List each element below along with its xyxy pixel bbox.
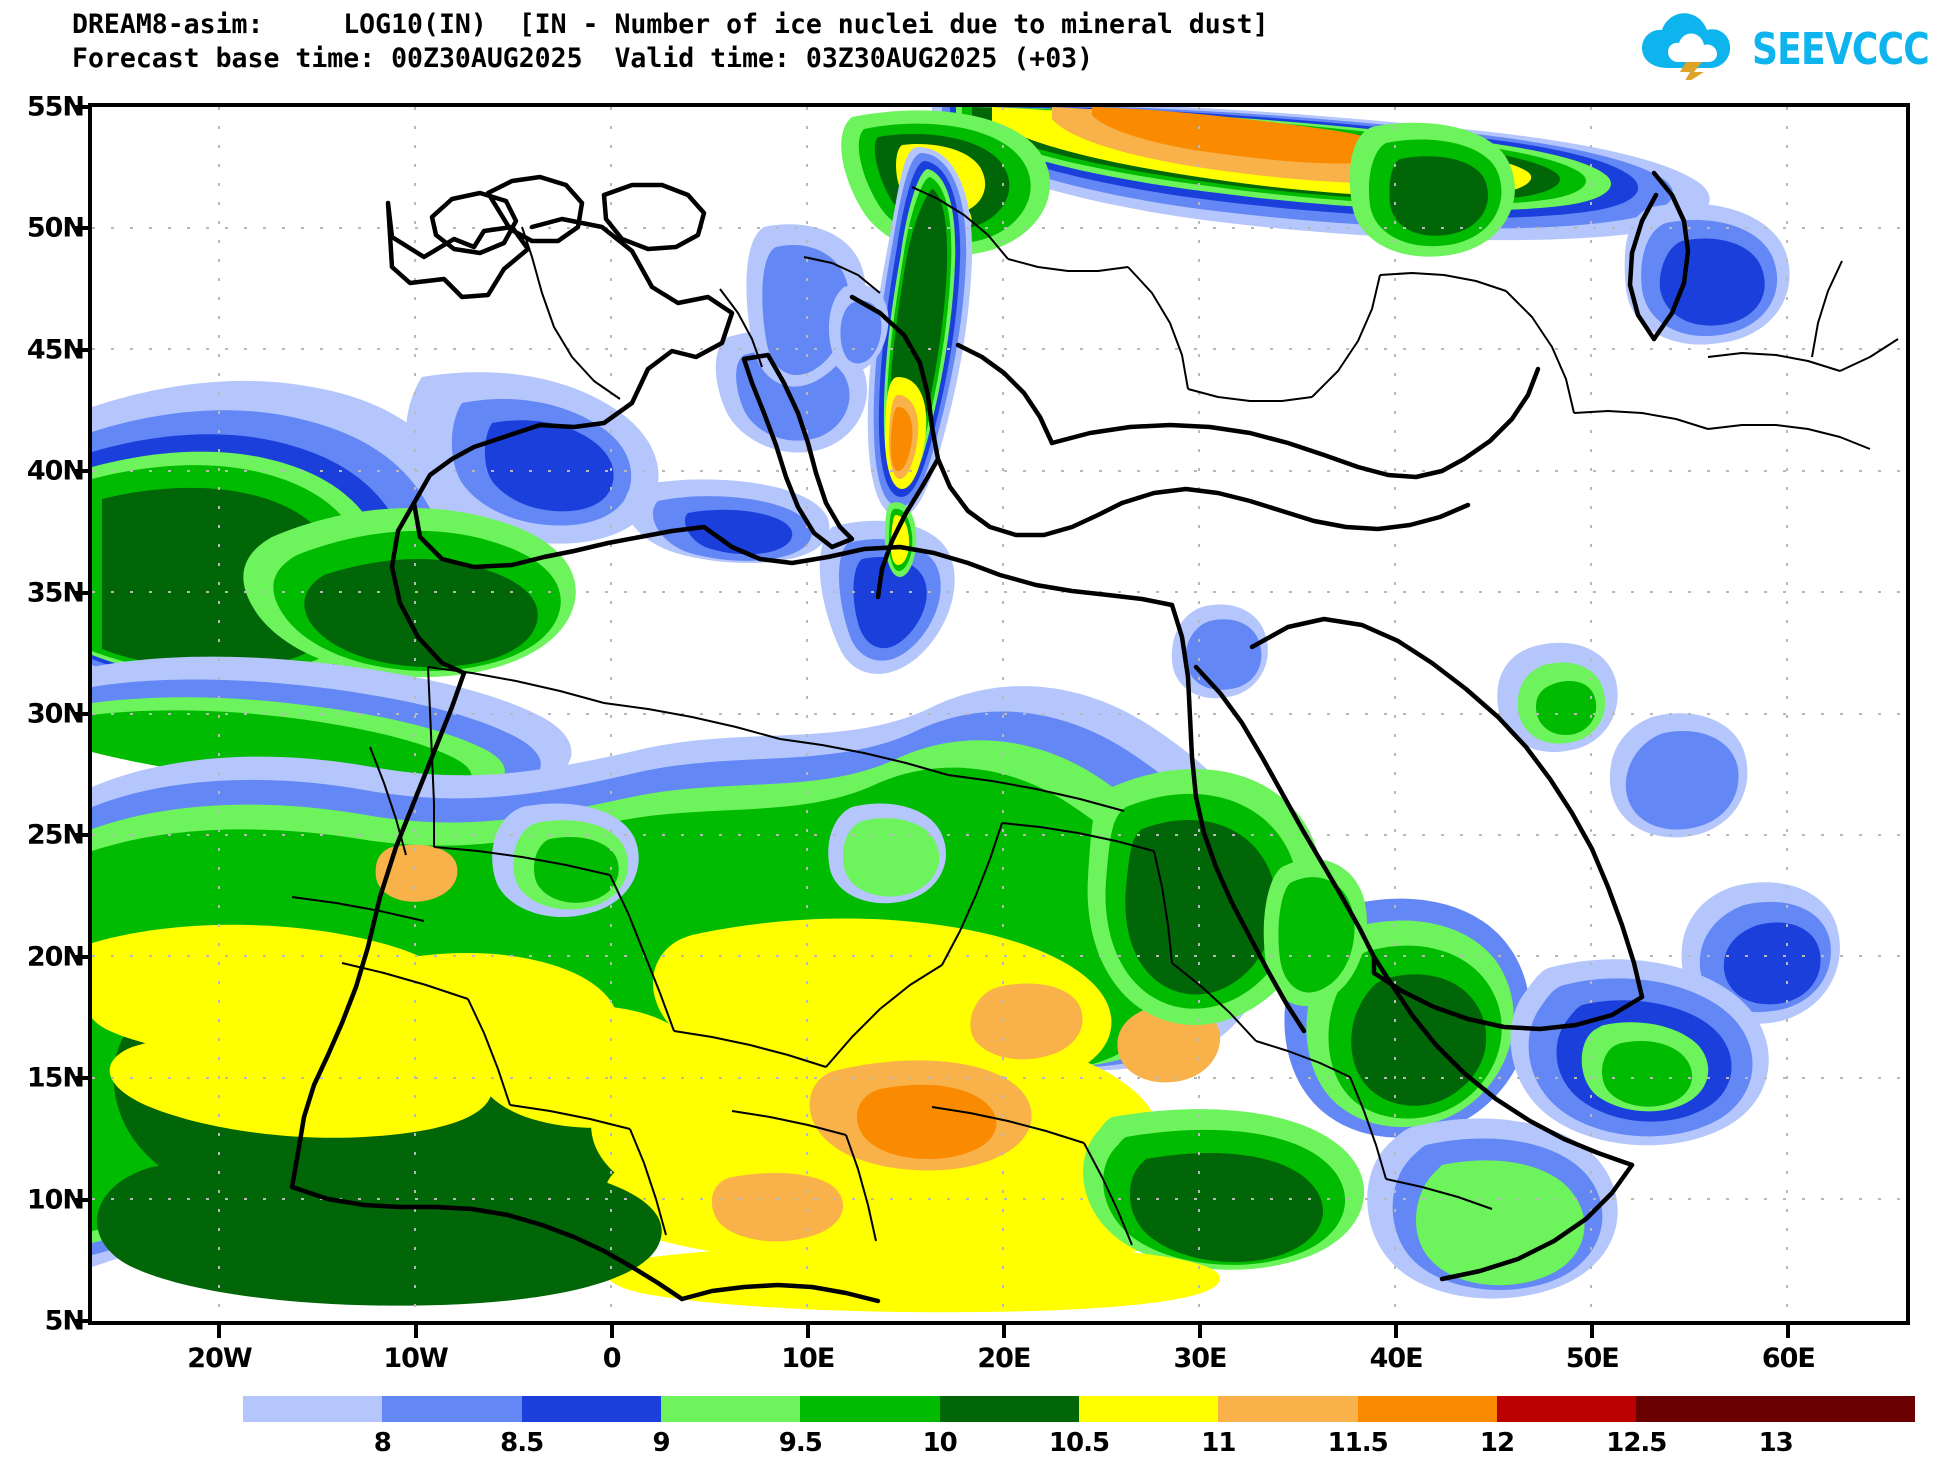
y-axis-label: 15N	[26, 1062, 85, 1094]
x-axis-tick	[1590, 1323, 1595, 1338]
colorbar-tick-label: 8.5	[500, 1428, 544, 1458]
x-axis-label: 50E	[1565, 1343, 1620, 1374]
y-axis-tick	[74, 1197, 90, 1202]
colorbar-tick-label: 10	[922, 1428, 958, 1458]
y-axis-label: 5N	[44, 1305, 85, 1337]
y-axis-tick	[74, 833, 90, 838]
y-axis-label: 35N	[26, 577, 85, 609]
x-axis-tick	[609, 1323, 614, 1338]
x-axis-tick	[1198, 1323, 1202, 1338]
seevccc-logo: SEEVCCC	[1634, 6, 1934, 86]
y-axis-tick	[74, 954, 90, 959]
x-axis-label: 10W	[383, 1343, 448, 1374]
y-axis-label: 50N	[26, 212, 85, 244]
colorbar-tick-label: 12.5	[1606, 1428, 1667, 1458]
x-axis-label: 30E	[1173, 1343, 1227, 1374]
colorbar-segment[interactable]	[1636, 1396, 1776, 1422]
x-axis-label: 40E	[1369, 1343, 1424, 1374]
header-time-line: Forecast base time: 00Z30AUG2025 Valid t…	[72, 43, 1094, 74]
y-axis-tick	[74, 590, 90, 595]
colorbar-segment[interactable]	[1078, 1396, 1219, 1422]
y-axis-label: 40N	[26, 455, 85, 487]
map-country-borders	[291, 186, 1899, 1246]
colorbar-tick-label: 9.5	[778, 1428, 823, 1458]
colorbar-segment[interactable]	[1218, 1396, 1358, 1422]
y-axis-label: 25N	[26, 819, 85, 851]
colorbar[interactable]	[243, 1396, 1915, 1422]
cloud-lightning-icon	[1642, 13, 1731, 86]
y-axis-label: 55N	[26, 91, 85, 123]
y-axis-tick	[74, 226, 90, 231]
x-axis-label: 20E	[977, 1343, 1031, 1374]
x-axis-tick	[217, 1323, 222, 1338]
map-canvas	[92, 107, 1906, 1321]
x-axis-tick	[1001, 1323, 1006, 1338]
colorbar-segment[interactable]	[382, 1396, 522, 1422]
y-axis-tick	[74, 1076, 90, 1081]
x-axis-label: 20W	[187, 1343, 252, 1374]
colorbar-segment[interactable]	[800, 1396, 940, 1422]
x-axis-tick	[805, 1323, 810, 1338]
colorbar-segment[interactable]	[939, 1396, 1079, 1422]
dust-contour-field	[92, 107, 1840, 1313]
x-axis-label: 60E	[1761, 1343, 1816, 1374]
colorbar-segment[interactable]	[660, 1396, 801, 1422]
y-axis-label: 20N	[26, 941, 85, 973]
chart-header: DREAM8-asim: LOG10(IN) [IN - Number of i…	[72, 8, 1269, 76]
colorbar-segment[interactable]	[1496, 1396, 1637, 1422]
y-axis-label: 45N	[26, 334, 85, 366]
x-axis-tick	[1394, 1323, 1399, 1338]
colorbar-segment[interactable]	[243, 1396, 383, 1422]
y-axis-tick	[74, 469, 90, 474]
colorbar-tick-label: 8	[373, 1428, 392, 1458]
colorbar-tick-label: 11.5	[1327, 1428, 1389, 1458]
y-axis-tick	[74, 712, 90, 716]
x-axis-tick	[413, 1323, 418, 1338]
y-axis-label: 30N	[26, 698, 85, 730]
colorbar-tick-label: 11	[1201, 1428, 1236, 1458]
logo-text: SEEVCCC	[1752, 24, 1930, 75]
dust-concentration-map[interactable]	[88, 103, 1910, 1325]
colorbar-segment[interactable]	[1357, 1396, 1497, 1422]
colorbar-tick-label: 9	[652, 1428, 670, 1458]
y-axis-tick	[74, 105, 90, 109]
x-axis-label: 0	[602, 1343, 622, 1374]
y-axis-tick	[74, 1319, 90, 1323]
colorbar-segment[interactable]	[1775, 1396, 1915, 1422]
colorbar-tick-label: 12	[1479, 1428, 1515, 1458]
y-axis-tick	[74, 347, 90, 352]
header-title-line: DREAM8-asim: LOG10(IN) [IN - Number of i…	[72, 9, 1269, 40]
y-axis-label: 10N	[26, 1184, 85, 1216]
colorbar-segment[interactable]	[521, 1396, 661, 1422]
colorbar-tick-label: 13	[1758, 1428, 1794, 1458]
x-axis-label: 10E	[781, 1343, 835, 1374]
colorbar-tick-label: 10.5	[1048, 1428, 1110, 1458]
x-axis-tick	[1786, 1323, 1791, 1338]
